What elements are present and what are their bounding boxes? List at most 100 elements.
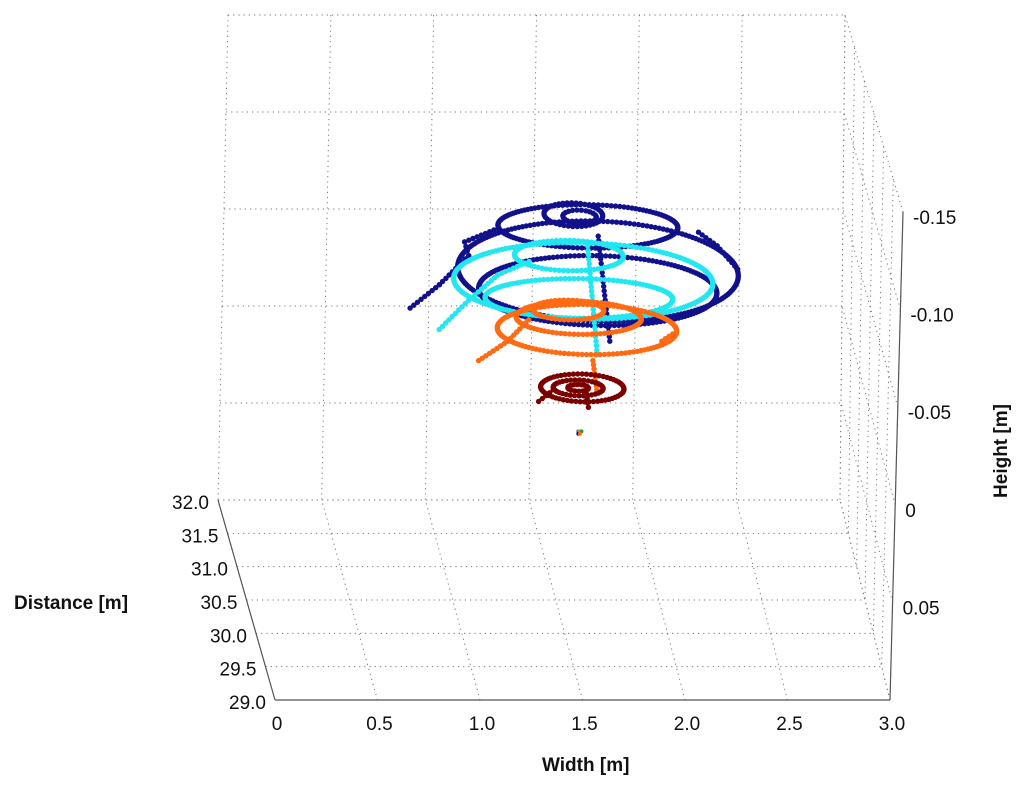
dark-red-point bbox=[560, 397, 566, 403]
navy-point bbox=[646, 257, 652, 263]
cyan-point bbox=[588, 284, 594, 290]
dark-red-point bbox=[581, 377, 587, 383]
dark-red-point bbox=[572, 388, 578, 394]
navy-point bbox=[707, 237, 713, 244]
navy-point bbox=[611, 322, 617, 329]
orange-point bbox=[549, 329, 556, 335]
navy-point bbox=[714, 289, 720, 295]
cyan-point bbox=[575, 238, 582, 244]
navy-point bbox=[568, 200, 575, 206]
dark-red-point bbox=[575, 371, 581, 377]
orange-point bbox=[574, 351, 581, 357]
x-tick-label: 1.0 bbox=[469, 714, 495, 735]
orange-point bbox=[610, 351, 616, 357]
navy-point bbox=[564, 200, 570, 206]
z-tick-label: 0 bbox=[905, 501, 916, 522]
navy-point bbox=[652, 224, 658, 231]
orange-point bbox=[601, 308, 607, 314]
navy-point bbox=[710, 240, 717, 246]
cyan-point bbox=[588, 288, 595, 294]
data-points bbox=[407, 200, 741, 436]
navy-point bbox=[466, 237, 472, 243]
navy-point bbox=[597, 251, 603, 258]
orange-point bbox=[563, 298, 569, 305]
orange-point bbox=[566, 331, 573, 337]
navy-point bbox=[593, 215, 599, 222]
orange-point bbox=[562, 331, 568, 337]
navy-point bbox=[629, 255, 635, 261]
orange-point bbox=[592, 351, 599, 358]
navy-point bbox=[629, 205, 635, 211]
navy-point bbox=[633, 255, 639, 262]
orange-point bbox=[549, 349, 555, 355]
navy-point bbox=[598, 256, 604, 262]
navy-point bbox=[631, 221, 637, 227]
orange-point bbox=[545, 329, 552, 335]
navy-point bbox=[578, 207, 585, 213]
cyan-point bbox=[540, 276, 547, 283]
navy-point bbox=[425, 290, 432, 297]
right-wall-grid-line bbox=[856, 80, 865, 567]
dark-red-point bbox=[539, 395, 545, 402]
dark-red-point bbox=[576, 393, 582, 399]
navy-point bbox=[558, 253, 565, 260]
orange-point bbox=[571, 298, 578, 304]
x-tick-label: 2.0 bbox=[674, 714, 700, 735]
navy-point bbox=[635, 221, 642, 228]
right-wall-grid-line bbox=[840, 402, 894, 603]
orange-point bbox=[565, 317, 572, 323]
dark-red-point bbox=[585, 400, 591, 406]
cyan-point bbox=[670, 296, 676, 302]
dark-red-point bbox=[543, 393, 549, 399]
navy-point bbox=[464, 248, 470, 254]
right-wall-grid-line bbox=[847, 47, 856, 534]
dark-red-point bbox=[583, 371, 590, 377]
navy-point bbox=[650, 258, 656, 264]
cyan-point bbox=[588, 279, 594, 285]
z-axis-line bbox=[889, 211, 904, 701]
dark-red-point bbox=[585, 386, 591, 392]
navy-point bbox=[637, 256, 644, 262]
orange-point bbox=[597, 331, 603, 337]
cyan-point bbox=[710, 279, 716, 285]
dark-red-point bbox=[577, 399, 583, 405]
orange-point bbox=[557, 316, 563, 323]
tick-labels: 0 0.5 1.0 1.5 2.0 2.5 3.0 29.0 29.5 30.0 30.5 31.0 3… bbox=[172, 208, 956, 735]
navy-point bbox=[617, 203, 623, 210]
orange-point bbox=[567, 298, 573, 305]
orange-point bbox=[602, 300, 608, 306]
cyan-point bbox=[591, 320, 598, 326]
cyan-point bbox=[556, 267, 562, 273]
navy-point bbox=[568, 219, 574, 225]
cyan-point bbox=[532, 277, 539, 283]
dark-red-point bbox=[574, 381, 580, 388]
cyan-point bbox=[642, 245, 648, 252]
orange-point bbox=[591, 366, 597, 372]
x-tick-label: 0.5 bbox=[366, 714, 392, 735]
cyan-point bbox=[558, 237, 564, 244]
back-wall-grid-line bbox=[321, 14, 332, 501]
y-tick-label: 29.5 bbox=[220, 660, 257, 681]
dark-red-point bbox=[600, 373, 606, 380]
orange-point bbox=[540, 347, 547, 354]
navy-point bbox=[600, 213, 606, 220]
cyan-point bbox=[614, 278, 621, 284]
cyan-point bbox=[611, 314, 617, 320]
navy-point bbox=[557, 221, 563, 228]
navy-point bbox=[414, 299, 421, 305]
right-wall-grid-line bbox=[843, 111, 901, 310]
cyan-point bbox=[592, 324, 598, 331]
navy-point bbox=[573, 200, 579, 206]
right-wall-grid-line bbox=[839, 499, 891, 701]
orange-point bbox=[580, 331, 586, 338]
navy-point bbox=[601, 288, 607, 294]
navy-point bbox=[595, 233, 601, 239]
orange-point bbox=[550, 299, 556, 306]
cyan-point bbox=[620, 254, 626, 260]
right-wall-grid-line bbox=[864, 113, 875, 601]
cyan-point bbox=[565, 268, 571, 274]
navy-point bbox=[487, 229, 493, 235]
cyan-point bbox=[590, 306, 596, 313]
cyan-point bbox=[585, 243, 591, 249]
